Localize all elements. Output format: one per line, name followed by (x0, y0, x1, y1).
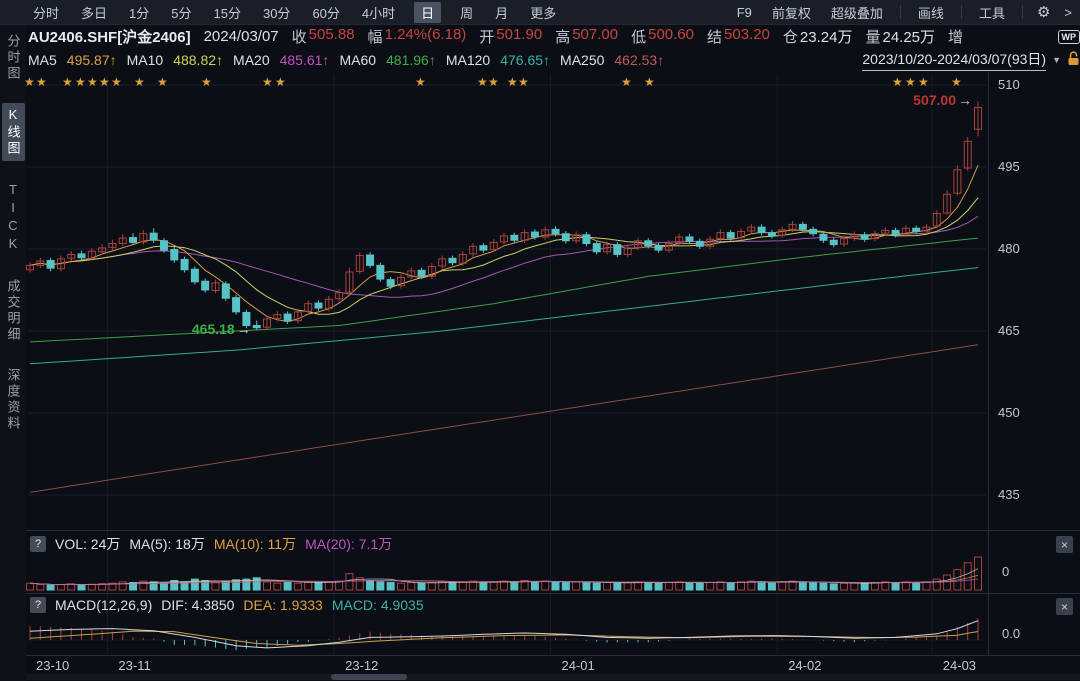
ma60-label: MA60 (339, 51, 377, 68)
period-daily-active[interactable]: 日 (414, 1, 442, 23)
f9-button[interactable]: F9 (736, 4, 752, 20)
wp-badge-icon[interactable]: WP (1057, 29, 1080, 44)
high-value: 高 507.00 (555, 26, 619, 46)
toolbar-divider (1021, 5, 1023, 19)
macd-pane-header: ? MACD(12,26,9) DIF: 4.3850 DEA: 1.9333 … (30, 597, 424, 613)
ma5-label: MA5 (28, 51, 57, 68)
volume-value: 量 24.25万 (865, 29, 936, 46)
ma10-value: 488.82↑ (173, 51, 224, 68)
period-week[interactable]: 周 (460, 5, 474, 21)
period-60min[interactable]: 60分 (312, 5, 340, 21)
vol-ma5-value: MA(5): 18万 (129, 536, 205, 552)
period-15min[interactable]: 15分 (213, 5, 241, 21)
toolbar-divider (899, 5, 901, 19)
close-value: 收 505.88 (291, 26, 355, 46)
ma120-value: 476.65↑ (500, 51, 551, 68)
toolbar-right-group: F9 前复权 超级叠加 画线 工具 ⚙ > (734, 2, 1072, 23)
period-fenshi[interactable]: 分时 (33, 5, 60, 21)
dif-value: DIF: 4.3850 (161, 597, 235, 613)
pane-divider (26, 530, 1080, 531)
horizontal-scrollbar-track (26, 674, 1080, 680)
tools-button[interactable]: 工具 (978, 5, 1005, 21)
period-button-group: 分时 多日 1分 5分 15分 30分 60分 4小时 日 周 月 更多 (30, 1, 559, 23)
low-value: 低 500.60 (631, 26, 694, 46)
ma250-label: MA250 (560, 51, 605, 68)
super-overlay-button[interactable]: 超级叠加 (830, 5, 883, 21)
axis-divider (988, 72, 989, 655)
horizontal-scrollbar-thumb[interactable] (331, 674, 407, 680)
increase-label: 增 (948, 29, 964, 46)
pane-divider (26, 593, 1080, 594)
open-value: 开 501.90 (479, 26, 543, 46)
date-range-selector[interactable]: 2023/10/20-2024/03/07(93日) (862, 49, 1047, 71)
ma20-value: 485.61↑ (279, 51, 330, 68)
sidebar-item-fenshitu[interactable]: 分时图 (5, 34, 21, 82)
volume-pane-header: ? VOL: 24万 MA(5): 18万 MA(10): 11万 MA(20)… (30, 534, 392, 554)
quote-date: 2024/03/07 (203, 28, 279, 45)
sidebar-item-kline-active[interactable]: K线图 (1, 103, 25, 161)
date-axis-label: 24-01 (561, 658, 595, 673)
period-duori[interactable]: 多日 (81, 5, 108, 21)
period-1min[interactable]: 1分 (129, 5, 150, 21)
price-axis-label: 450 (998, 405, 1020, 420)
change-value: 幅 1.24%(6.18) (367, 26, 467, 46)
price-axis-label: 465 (998, 323, 1020, 338)
macd-title: MACD(12,26,9) (55, 597, 153, 613)
price-axis-label: 480 (998, 241, 1020, 256)
period-toolbar: 分时 多日 1分 5分 15分 30分 60分 4小时 日 周 月 更多 F9 … (0, 0, 1080, 25)
ma10-label: MA10 (126, 51, 164, 68)
ma20-label: MA20 (233, 51, 270, 68)
period-month[interactable]: 月 (495, 5, 509, 21)
vol-ma10-value: MA(10): 11万 (213, 536, 297, 552)
macd-value: MACD: 4.9035 (331, 597, 424, 613)
chevron-down-icon[interactable]: ▼ (1052, 54, 1061, 65)
ma250-value: 462.53↑ (614, 51, 665, 68)
price-axis-label: 495 (998, 159, 1020, 174)
period-more[interactable]: 更多 (530, 5, 557, 21)
volume-axis-zero-label: 0 (1002, 564, 1010, 579)
date-axis-label: 23-10 (36, 658, 70, 673)
ma-indicator-row: MA5 495.87↑ MA10 488.82↑ MA20 485.61↑ MA… (28, 48, 1080, 71)
price-axis-label: 435 (998, 487, 1020, 502)
ma60-value: 481.96↑ (386, 51, 436, 68)
period-4hour[interactable]: 4小时 (361, 5, 396, 21)
dea-value: DEA: 1.9333 (243, 597, 323, 613)
date-axis-label: 23-12 (345, 658, 379, 673)
left-tab-sidebar: 分时图 K线图 TICK 成交明细 深度资料 (0, 25, 26, 681)
vol-ma20-value: MA(20): 7.1万 (305, 536, 393, 552)
price-axis-label: 510 (998, 77, 1020, 92)
close-volume-pane-button[interactable]: × (1056, 536, 1073, 553)
period-5min[interactable]: 5分 (171, 5, 192, 21)
open-interest-value: 仓 23.24万 (782, 29, 853, 46)
date-axis-label: 23-11 (118, 658, 151, 673)
forward-adjust-button[interactable]: 前复权 (771, 5, 811, 21)
gear-icon[interactable]: ⚙ (1036, 4, 1051, 21)
pane-divider (26, 655, 1080, 656)
ma5-value: 495.87↑ (66, 51, 117, 68)
chart-canvas[interactable] (26, 72, 986, 530)
date-axis-label: 24-03 (942, 658, 977, 673)
sidebar-item-trade-detail[interactable]: 成交明细 (5, 279, 21, 343)
ma120-label: MA120 (445, 51, 491, 68)
sidebar-item-depth-info[interactable]: 深度资料 (5, 368, 21, 432)
macd-axis-zero-label: 0.0 (1002, 626, 1021, 641)
chevron-right-icon[interactable]: > (1064, 4, 1072, 20)
help-icon[interactable]: ? (30, 536, 46, 552)
date-axis-label: 24-02 (788, 658, 822, 673)
toolbar-divider (960, 5, 962, 19)
period-30min[interactable]: 30分 (262, 5, 291, 21)
unlock-icon[interactable] (1067, 50, 1080, 69)
date-range-control: 2023/10/20-2024/03/07(93日) ▼ (862, 49, 1080, 71)
close-macd-pane-button[interactable]: × (1056, 598, 1073, 615)
settle-value: 结 503.20 (707, 26, 770, 46)
sidebar-item-tick[interactable]: TICK (5, 182, 21, 254)
vol-value: VOL: 24万 (55, 536, 121, 552)
draw-line-button[interactable]: 画线 (917, 5, 944, 21)
symbol-name: AU2406.SHF[沪金2406] (28, 29, 191, 46)
help-icon[interactable]: ? (30, 597, 46, 613)
